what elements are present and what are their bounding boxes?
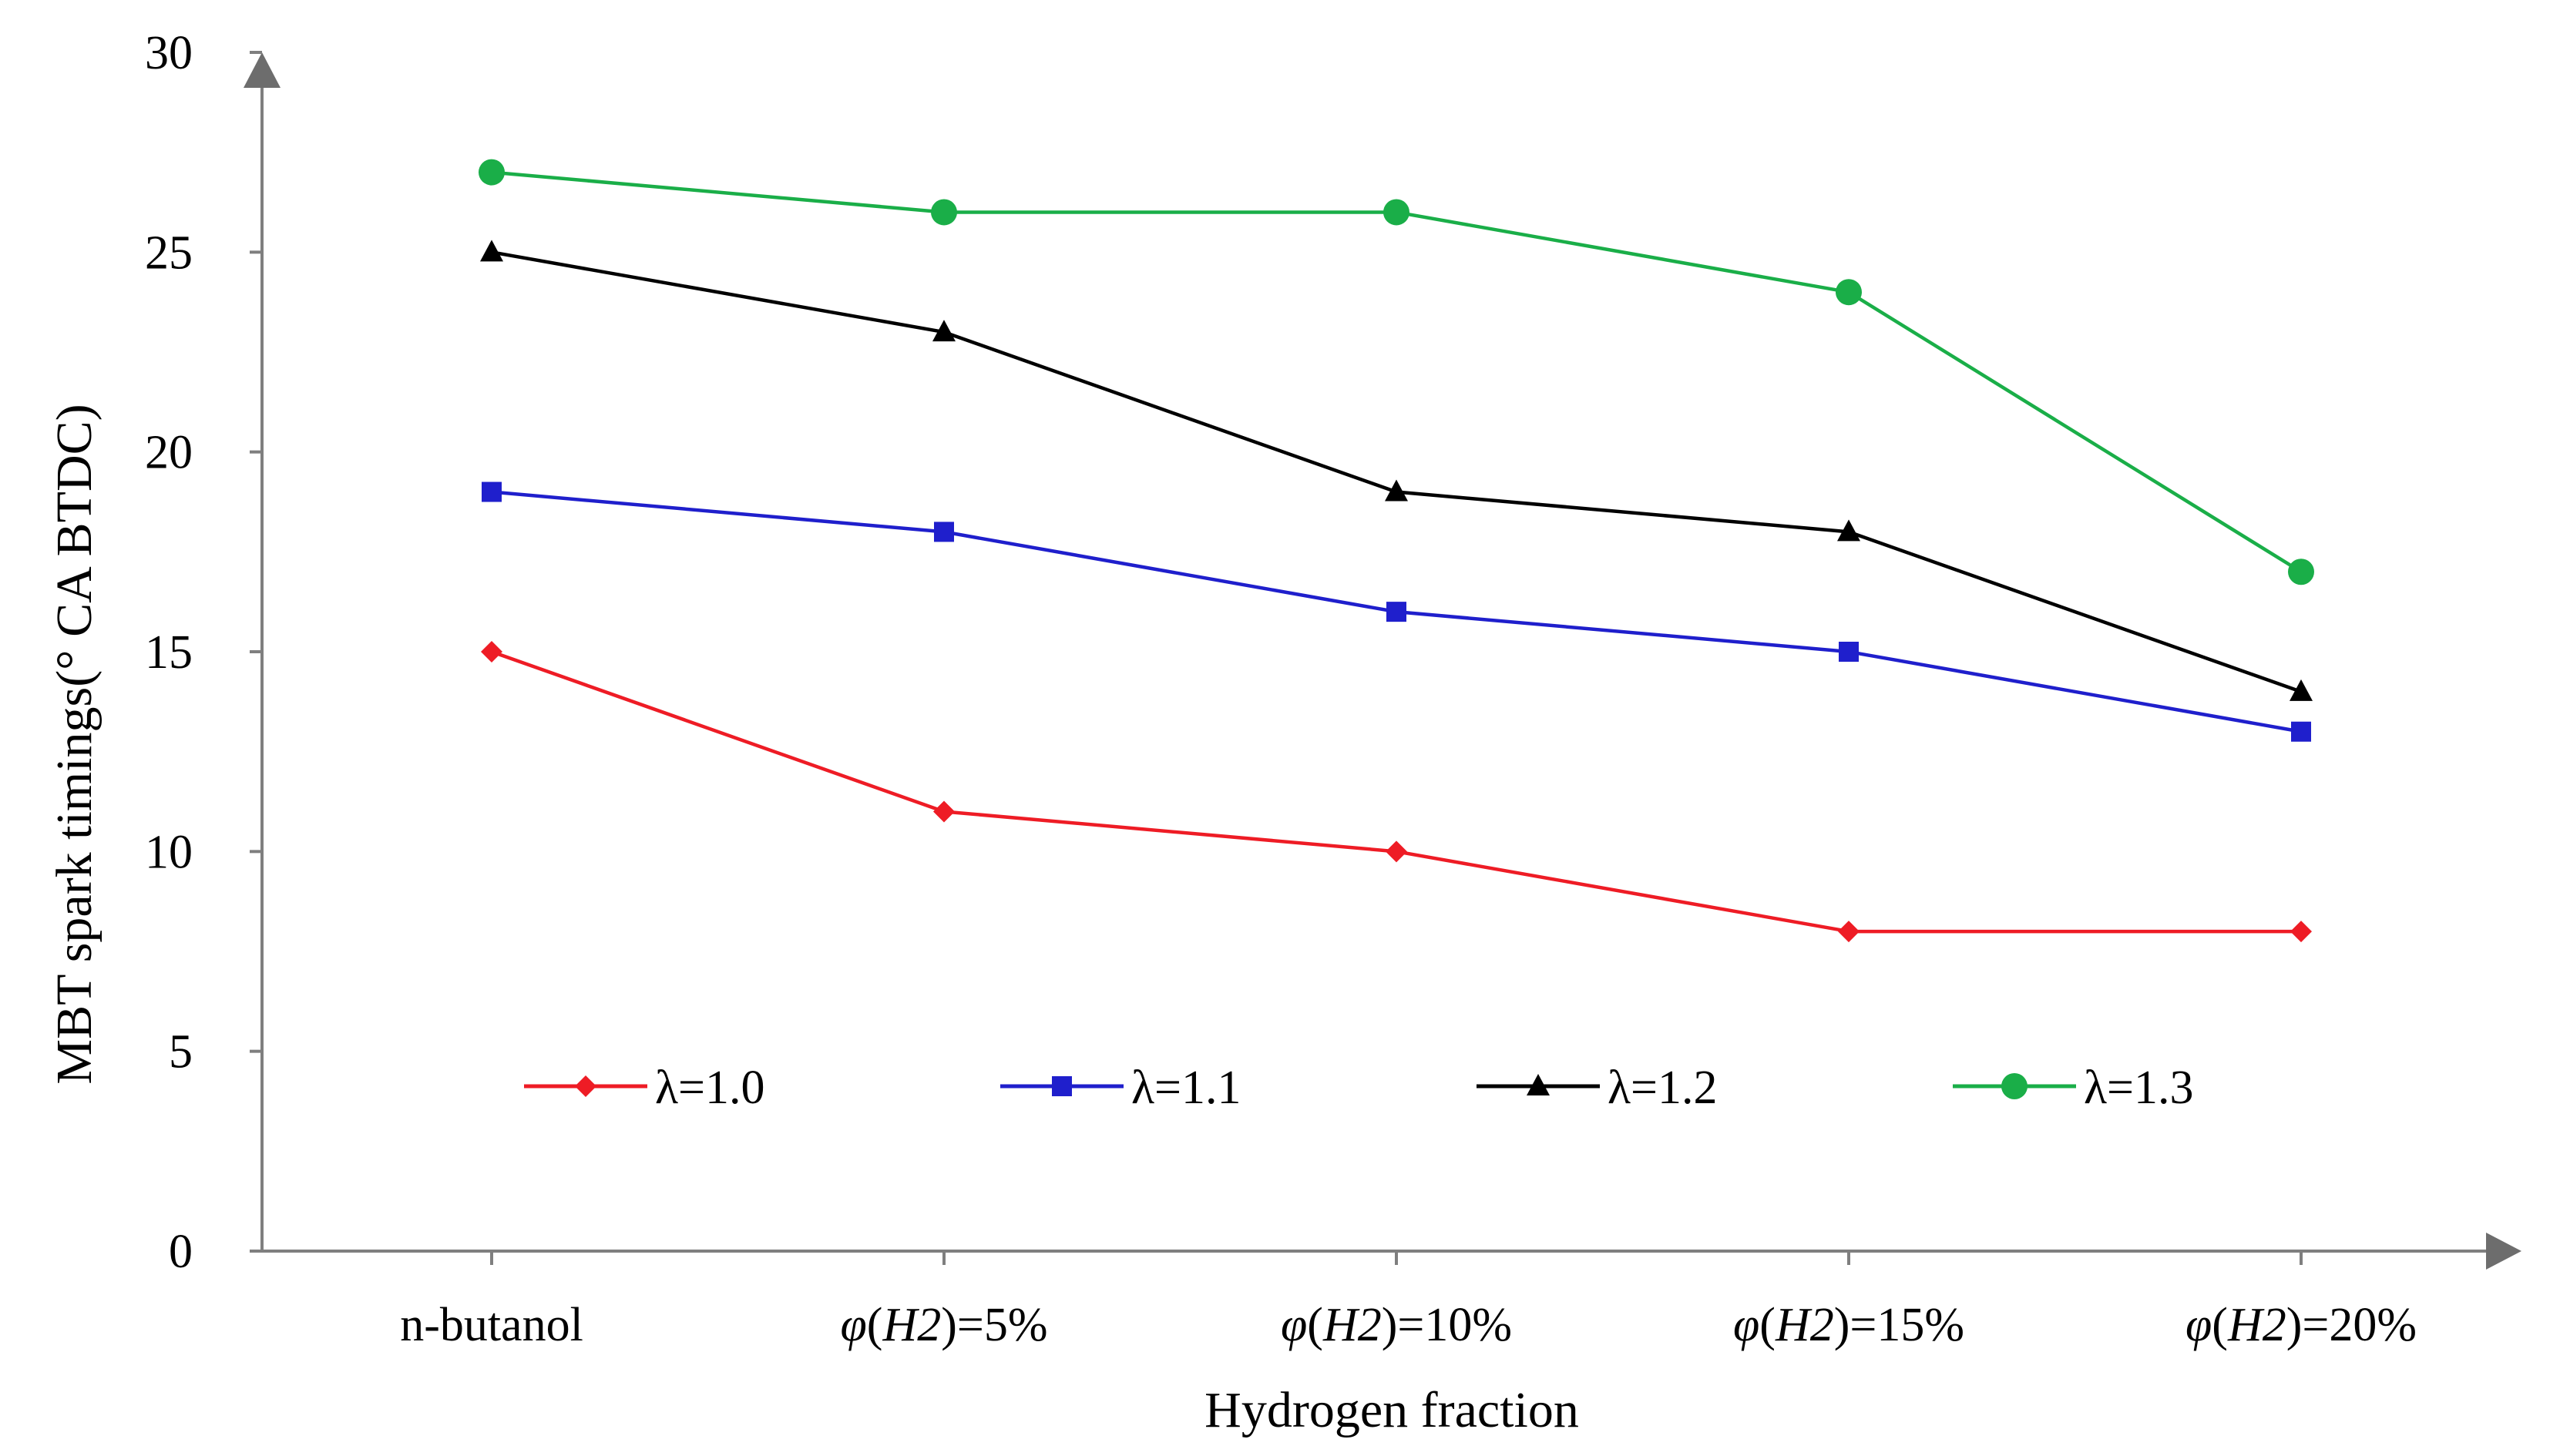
y-tick-label: 20 bbox=[145, 427, 193, 479]
square-marker-icon bbox=[1052, 1076, 1072, 1096]
data-point bbox=[1836, 279, 1862, 306]
y-tick-label: 10 bbox=[145, 826, 193, 878]
legend-label: λ=1.0 bbox=[655, 1062, 765, 1114]
data-point bbox=[481, 641, 502, 663]
data-point bbox=[1383, 199, 1409, 226]
x-tick-label: φ(H2)=5% bbox=[840, 1299, 1047, 1351]
series-line bbox=[491, 170, 2303, 574]
data-point bbox=[1385, 479, 1408, 502]
legend-label: λ=1.1 bbox=[1131, 1062, 1241, 1114]
x-axis-arrow-icon bbox=[2486, 1233, 2521, 1270]
data-point bbox=[1386, 840, 1407, 863]
data-point bbox=[2290, 679, 2313, 701]
series-group-1 bbox=[481, 641, 2312, 943]
x-axis-title: Hydrogen fraction bbox=[1204, 1382, 1579, 1438]
y-axis-title: MBT spark timings(° CA BTDC) bbox=[46, 404, 102, 1084]
triangle-marker-icon bbox=[1527, 1074, 1550, 1095]
legend-label: λ=1.2 bbox=[1608, 1062, 1718, 1114]
data-point bbox=[932, 320, 956, 342]
circle-marker-icon bbox=[2001, 1073, 2028, 1099]
series bbox=[479, 159, 2314, 943]
legend-item: λ=1.1 bbox=[1000, 1062, 1241, 1114]
data-point bbox=[1837, 519, 1860, 542]
series-group-3 bbox=[480, 240, 2313, 701]
data-point bbox=[2288, 559, 2314, 585]
series-line bbox=[491, 250, 2302, 693]
y-tick-label: 0 bbox=[169, 1226, 193, 1278]
y-tick-label: 15 bbox=[145, 626, 193, 679]
data-point bbox=[934, 522, 954, 542]
y-tick-label: 30 bbox=[145, 27, 193, 79]
x-tick-label: φ(H2)=10% bbox=[1281, 1299, 1512, 1351]
x-tick-label: φ(H2)=15% bbox=[1733, 1299, 1964, 1351]
data-point bbox=[479, 159, 505, 186]
data-point bbox=[933, 800, 955, 823]
legend-item: λ=1.3 bbox=[1953, 1062, 2194, 1114]
y-ticks: 0 5 10 15 20 25 30 bbox=[145, 27, 262, 1278]
legend: λ=1.0 λ=1.1 λ=1.2 λ=1.3 bbox=[524, 1062, 2194, 1114]
legend-item: λ=1.0 bbox=[524, 1062, 765, 1114]
data-point bbox=[931, 199, 957, 226]
x-tick-label: n-butanol bbox=[400, 1299, 583, 1351]
legend-label: λ=1.3 bbox=[2084, 1062, 2194, 1114]
data-point bbox=[2291, 721, 2311, 742]
series-group-4 bbox=[479, 159, 2314, 585]
series-group-2 bbox=[482, 481, 2311, 742]
axes bbox=[244, 52, 2521, 1270]
diamond-marker-icon bbox=[575, 1075, 596, 1097]
y-axis-arrow-icon bbox=[244, 52, 281, 88]
data-point bbox=[1839, 642, 1859, 662]
data-point bbox=[1386, 602, 1406, 622]
x-ticks: n-butanol φ(H2)=5% φ(H2)=10% φ(H2)=15% φ(H2)… bbox=[400, 1251, 2417, 1351]
legend-item: λ=1.2 bbox=[1477, 1062, 1718, 1114]
data-point bbox=[480, 240, 503, 262]
data-point bbox=[482, 481, 502, 502]
data-point bbox=[2290, 921, 2312, 943]
data-point bbox=[1838, 921, 1860, 943]
x-tick-label: φ(H2)=20% bbox=[2185, 1299, 2417, 1351]
y-tick-label: 25 bbox=[145, 226, 193, 279]
y-tick-label: 5 bbox=[169, 1026, 193, 1079]
series-line bbox=[491, 649, 2301, 934]
